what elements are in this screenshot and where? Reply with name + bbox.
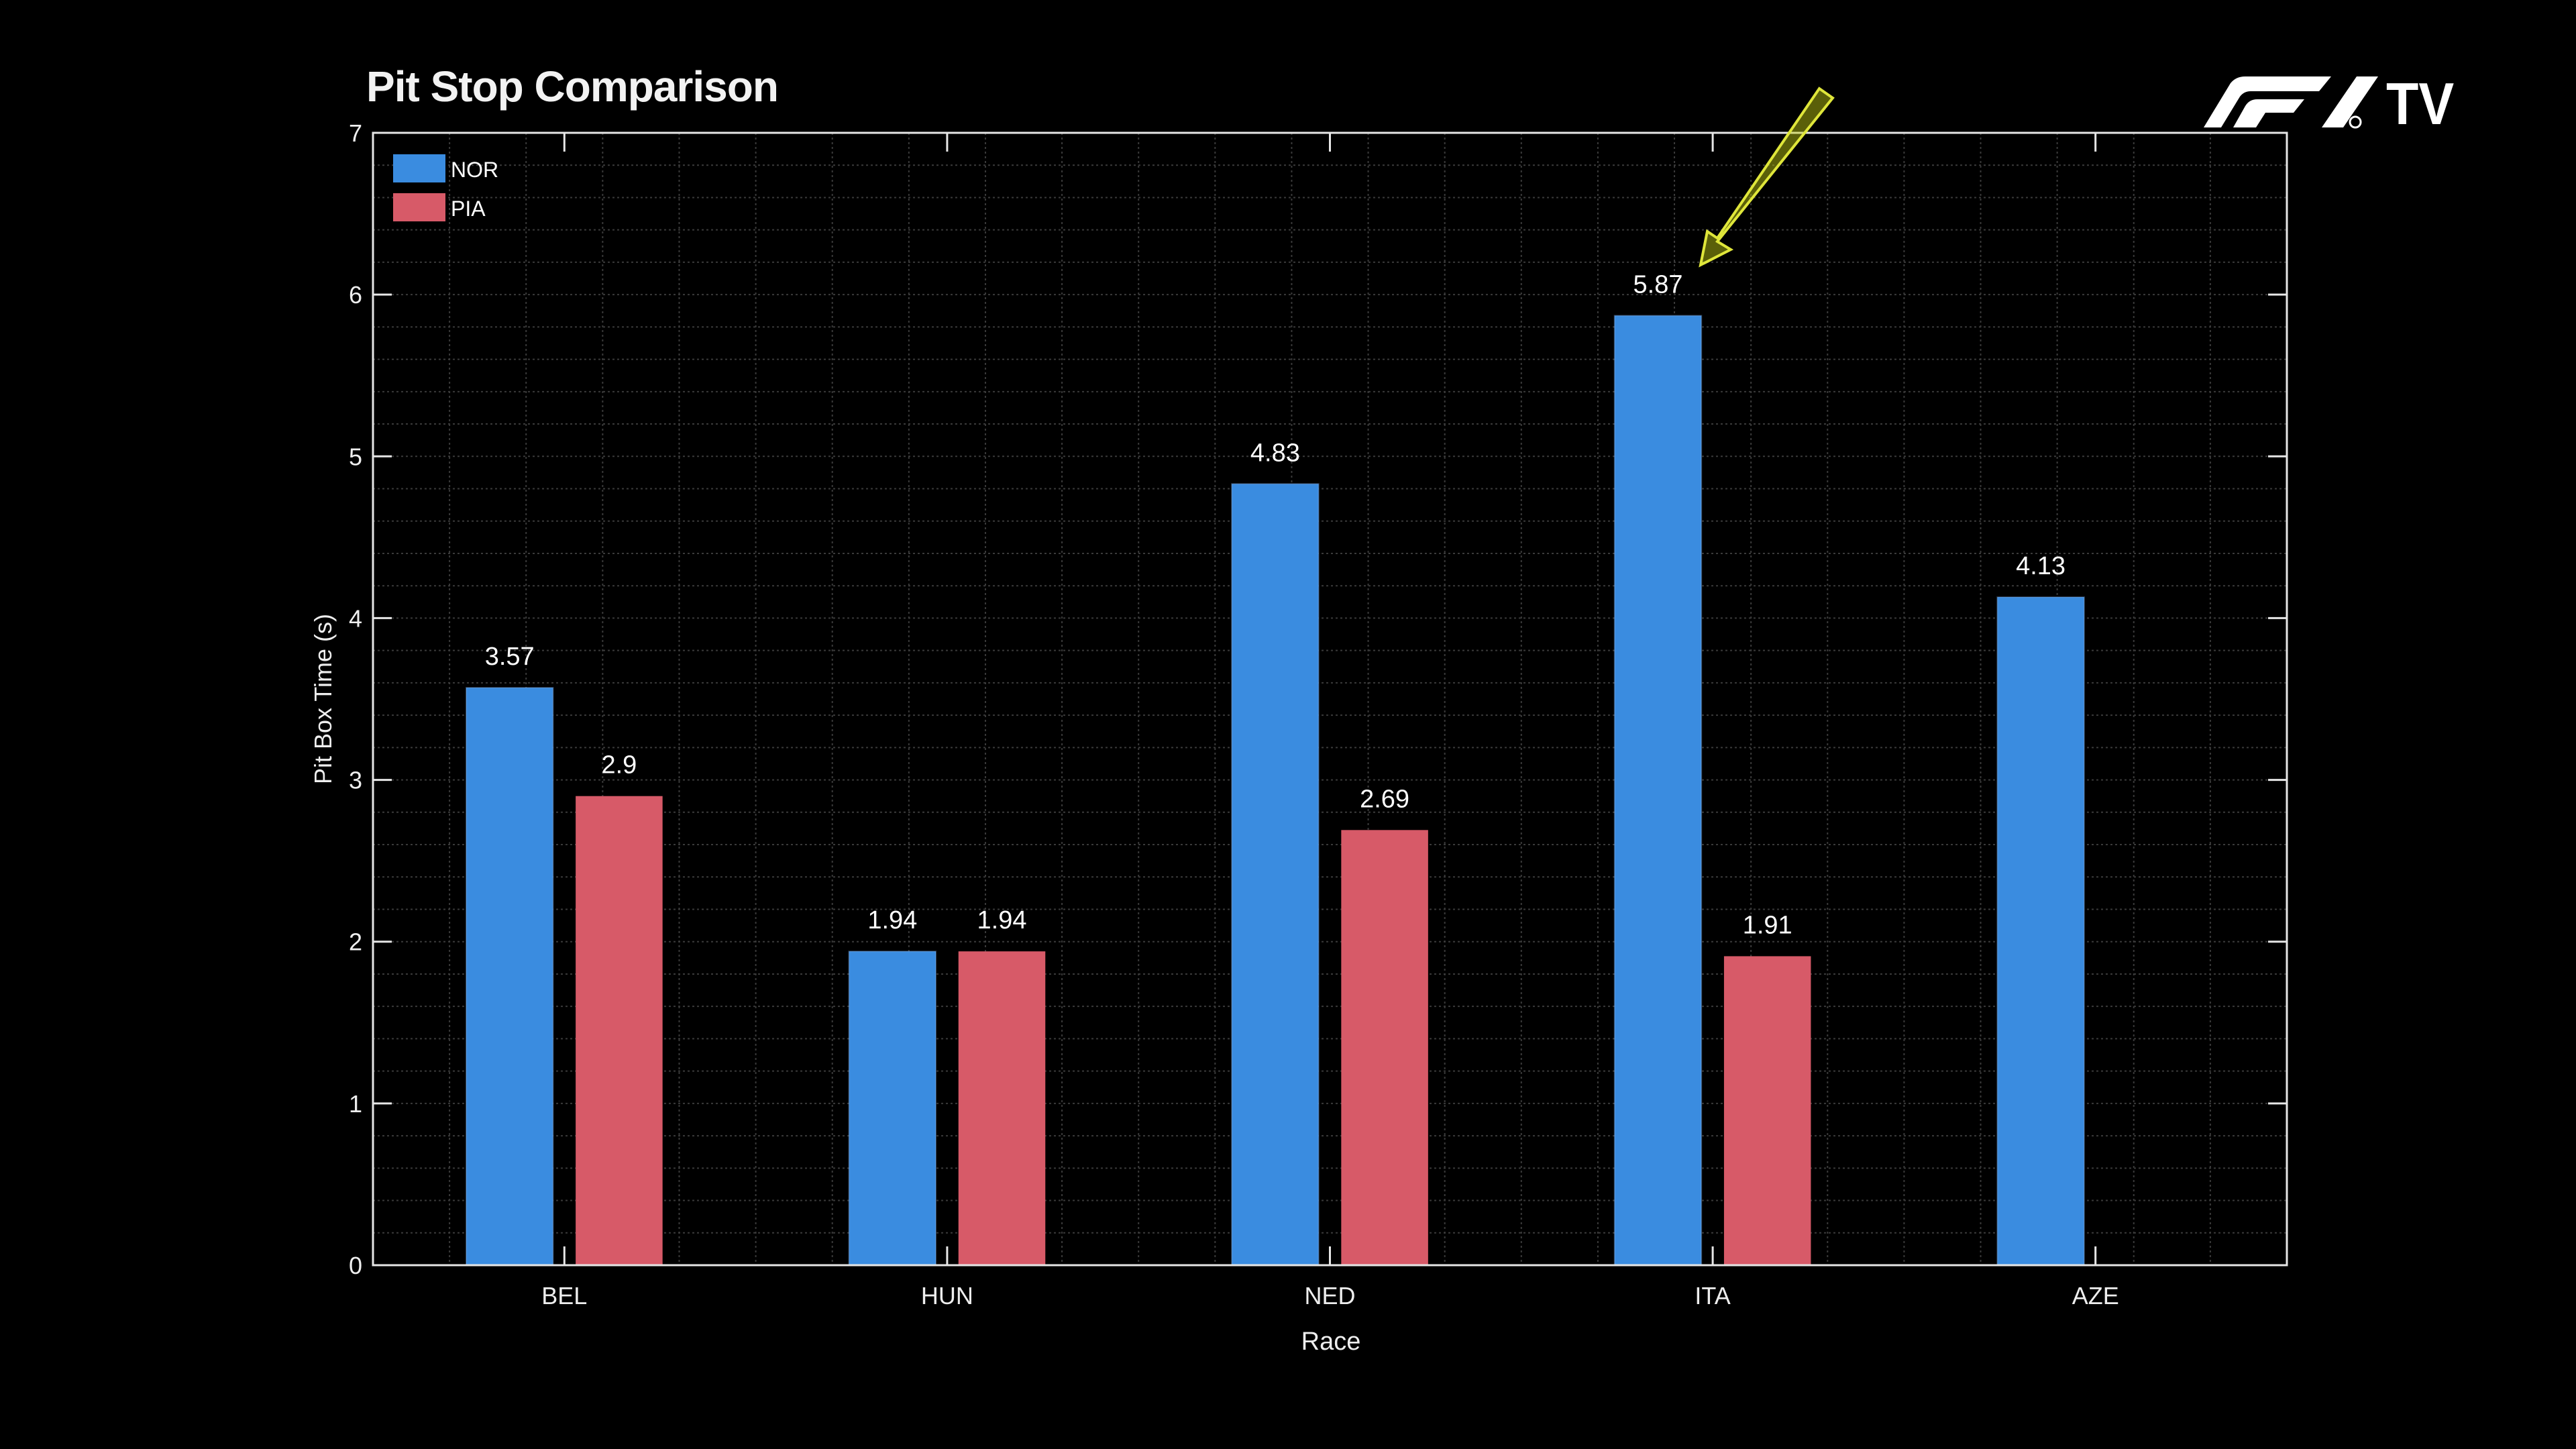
y-axis-label: Pit Box Time (s) (309, 614, 337, 784)
f1-logo-icon (2204, 76, 2378, 129)
bar-nor-bel (465, 687, 554, 1266)
y-tick-label: 7 (349, 119, 362, 147)
data-label: 1.94 (977, 906, 1027, 934)
bar-nor-ned (1231, 483, 1320, 1266)
data-label: 2.69 (1360, 785, 1409, 813)
annotation-arrow-icon (1699, 87, 1835, 268)
legend-label-pia: PIA (451, 197, 486, 221)
legend-swatch-pia (393, 193, 445, 221)
x-tick-label-aze: AZE (2072, 1282, 2119, 1309)
data-label: 4.13 (2016, 552, 2065, 580)
y-tick-label: 3 (349, 767, 362, 794)
legend-label-nor: NOR (451, 158, 498, 182)
ticks: 0 1 2 3 4 5 6 7 BEL HUN NED ITA AZE (349, 119, 2287, 1309)
data-label: 3.57 (485, 643, 535, 671)
bar-nor-ita (1613, 315, 1703, 1266)
data-label: 1.94 (867, 906, 917, 934)
data-label: 5.87 (1633, 270, 1683, 299)
bar-pia-hun (958, 951, 1046, 1265)
x-axis-label: Race (1301, 1328, 1361, 1356)
legend-swatch-nor (393, 154, 445, 182)
data-labels: 3.57 1.94 4.83 5.87 4.13 2.9 1.94 2.69 1.91 (485, 270, 2065, 939)
y-tick-label: 2 (349, 928, 362, 956)
bar-pia-ned (1341, 830, 1428, 1265)
bar-nor-aze (1996, 596, 2085, 1266)
y-tick-label: 5 (349, 443, 362, 470)
bar-nor-hun (848, 951, 937, 1266)
legend: NOR PIA (393, 154, 498, 221)
y-tick-label: 0 (349, 1252, 362, 1279)
bar-pia-bel (576, 796, 663, 1265)
f1-tv-logo: TV (2204, 70, 2479, 137)
y-tick-label: 4 (349, 604, 362, 632)
x-tick-label-ita: ITA (1695, 1282, 1730, 1309)
bar-pia-ita (1723, 956, 1811, 1265)
chart-title: Pit Stop Comparison (366, 62, 779, 111)
x-tick-label-ned: NED (1304, 1282, 1355, 1309)
data-label: 1.91 (1743, 911, 1792, 939)
x-tick-label-hun: HUN (921, 1282, 973, 1309)
y-tick-label: 6 (349, 281, 362, 309)
tv-wordmark: TV (2386, 70, 2455, 137)
data-label: 4.83 (1250, 439, 1300, 467)
x-tick-label-bel: BEL (541, 1282, 587, 1309)
y-tick-label: 1 (349, 1090, 362, 1118)
data-label: 2.9 (601, 751, 637, 780)
